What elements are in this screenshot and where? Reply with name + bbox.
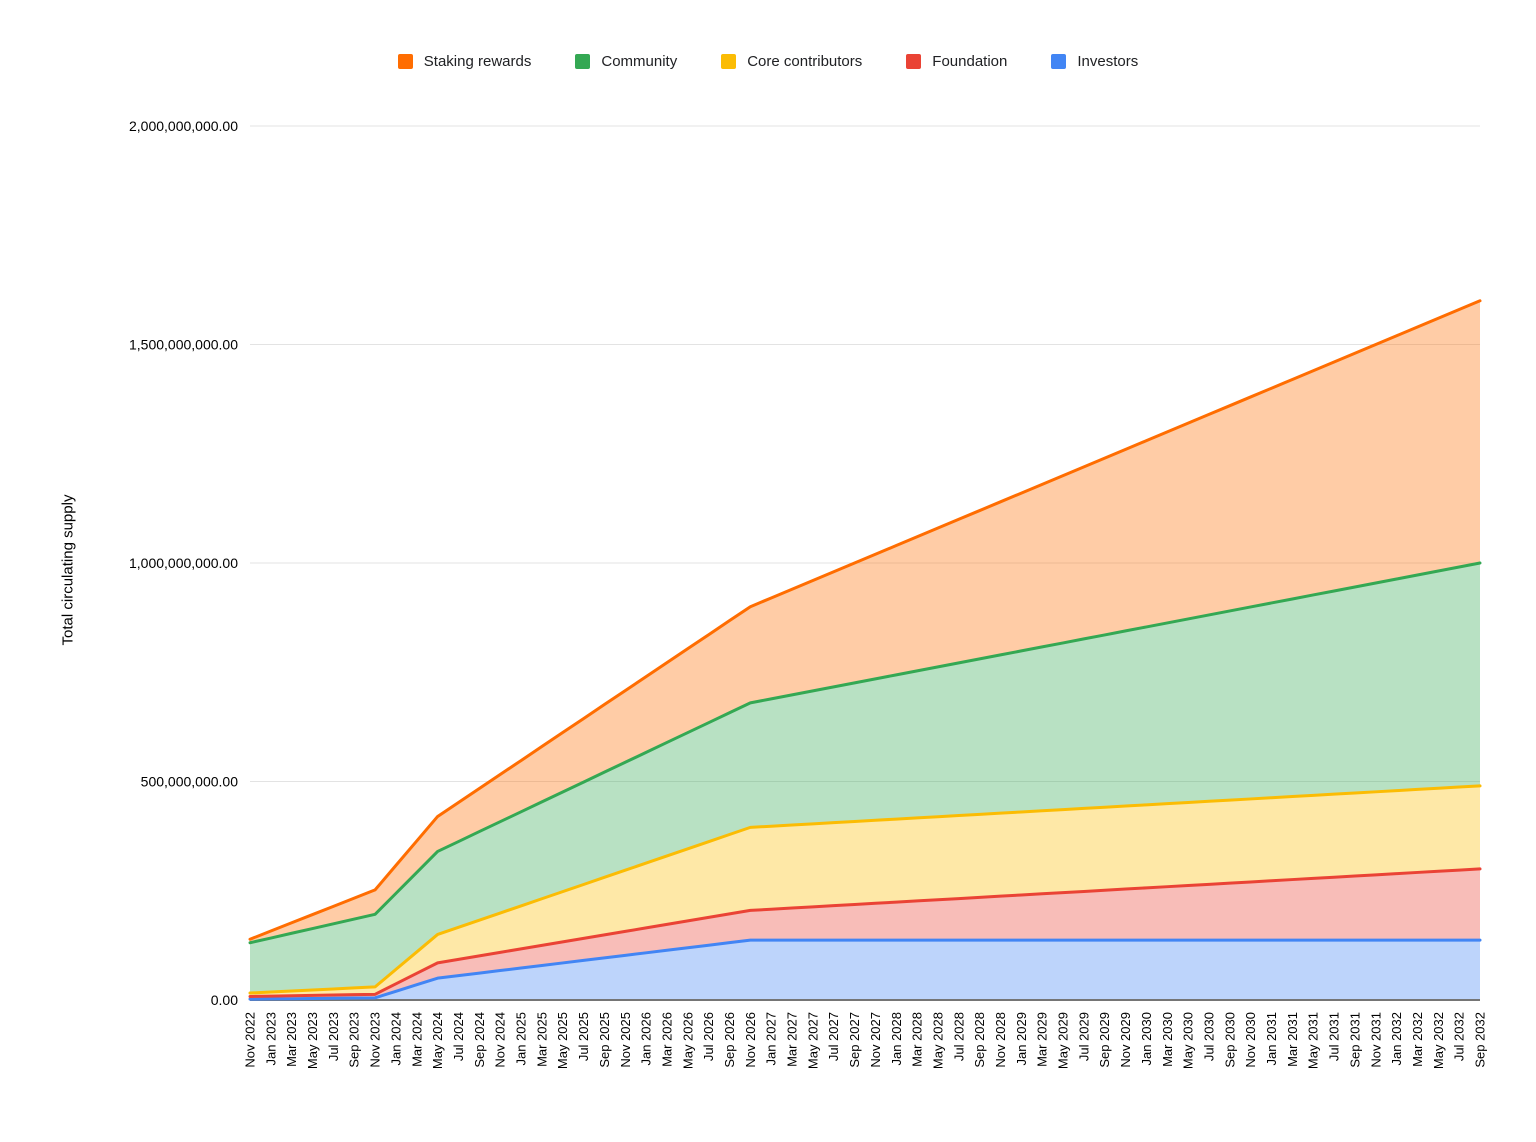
x-tick-label: May 2023 bbox=[305, 1012, 320, 1069]
legend-label-staking-rewards: Staking rewards bbox=[423, 53, 532, 70]
x-tick-label: Jan 2032 bbox=[1389, 1012, 1404, 1066]
series-line-community[interactable] bbox=[248, 561, 1482, 945]
x-tick-label: Jan 2027 bbox=[764, 1012, 779, 1066]
series-line-foundation[interactable] bbox=[248, 867, 1482, 999]
x-tick-label: Sep 2026 bbox=[722, 1012, 737, 1068]
legend-swatch-core-contributors-icon bbox=[721, 54, 737, 69]
x-tick-label: Jul 2023 bbox=[326, 1012, 341, 1061]
x-tick-label: Jan 2031 bbox=[1264, 1012, 1279, 1066]
x-tick-label: Mar 2028 bbox=[910, 1012, 925, 1067]
x-tick-label: May 2024 bbox=[430, 1012, 445, 1069]
legend-swatch-foundation-icon bbox=[906, 54, 922, 69]
x-tick-label: Nov 2025 bbox=[618, 1012, 633, 1068]
series-area-staking-rewards[interactable] bbox=[250, 300, 1480, 943]
x-tick-label: Jan 2029 bbox=[1014, 1012, 1029, 1066]
legend-item-staking-rewards[interactable]: Staking rewards bbox=[397, 53, 532, 70]
y-tick-label: 2,000,000,000.00 bbox=[129, 118, 238, 134]
x-tick-label: Sep 2028 bbox=[972, 1012, 987, 1068]
x-tick-label: Jan 2030 bbox=[1139, 1012, 1154, 1066]
x-tick-label: Sep 2027 bbox=[847, 1012, 862, 1068]
x-tick-label: Jul 2029 bbox=[1076, 1012, 1091, 1061]
x-tick-label: Jul 2030 bbox=[1201, 1012, 1216, 1061]
series-area-core-contributors[interactable] bbox=[250, 785, 1480, 997]
series-area-investors[interactable] bbox=[250, 940, 1480, 1000]
x-tick-label: Mar 2032 bbox=[1410, 1012, 1425, 1067]
series-line-investors[interactable] bbox=[248, 938, 1482, 1001]
legend-swatch-community-icon bbox=[575, 54, 591, 69]
x-tick-label: Nov 2028 bbox=[993, 1012, 1008, 1068]
x-tick-label: Mar 2024 bbox=[409, 1012, 424, 1067]
x-tick-label: Nov 2031 bbox=[1368, 1012, 1383, 1068]
legend-label-community: Community bbox=[601, 53, 678, 70]
x-tick-label: Sep 2025 bbox=[597, 1012, 612, 1068]
legend: Staking rewards Community Core contributor… bbox=[0, 54, 1536, 69]
x-tick-label: Mar 2023 bbox=[284, 1012, 299, 1067]
x-tick-label: May 2030 bbox=[1181, 1012, 1196, 1069]
legend-item-core-contributors[interactable]: Core contributors bbox=[721, 54, 862, 69]
legend-swatch-staking-rewards-icon bbox=[397, 54, 413, 69]
x-tick-label: Nov 2026 bbox=[743, 1012, 758, 1068]
y-tick-label: 0.00 bbox=[211, 992, 238, 1008]
y-tick-label: 1,000,000,000.00 bbox=[129, 555, 238, 571]
x-tick-label: Nov 2030 bbox=[1243, 1012, 1258, 1068]
x-tick-label: Sep 2030 bbox=[1222, 1012, 1237, 1068]
x-tick-label: Nov 2022 bbox=[243, 1012, 258, 1068]
legend-label-foundation: Foundation bbox=[932, 53, 1008, 70]
x-tick-label: Jul 2027 bbox=[826, 1012, 841, 1061]
x-tick-label: Mar 2026 bbox=[659, 1012, 674, 1067]
x-tick-label: Jan 2023 bbox=[263, 1012, 278, 1066]
x-tick-label: May 2029 bbox=[1056, 1012, 1071, 1069]
x-tick-label: Nov 2029 bbox=[1118, 1012, 1133, 1068]
x-tick-label: Jul 2025 bbox=[576, 1012, 591, 1061]
x-tick-label: Jul 2024 bbox=[451, 1012, 466, 1061]
x-tick-label: Jul 2032 bbox=[1452, 1012, 1467, 1061]
y-tick-label: 500,000,000.00 bbox=[141, 774, 239, 790]
y-tick-label: 1,500,000,000.00 bbox=[129, 337, 238, 353]
legend-item-investors[interactable]: Investors bbox=[1051, 54, 1138, 69]
x-tick-label: Mar 2025 bbox=[534, 1012, 549, 1067]
x-tick-label: Jul 2026 bbox=[701, 1012, 716, 1061]
x-tick-label: Mar 2031 bbox=[1285, 1012, 1300, 1067]
x-tick-label: Jul 2028 bbox=[951, 1012, 966, 1061]
series-line-staking-rewards[interactable] bbox=[248, 299, 1482, 941]
x-tick-label: Mar 2027 bbox=[785, 1012, 800, 1067]
x-tick-label: Mar 2030 bbox=[1160, 1012, 1175, 1067]
x-tick-label: May 2027 bbox=[805, 1012, 820, 1069]
legend-label-investors: Investors bbox=[1077, 53, 1139, 70]
x-tick-label: Mar 2029 bbox=[1035, 1012, 1050, 1067]
x-tick-label: May 2026 bbox=[680, 1012, 695, 1069]
x-tick-label: May 2025 bbox=[555, 1012, 570, 1069]
legend-label-core-contributors: Core contributors bbox=[747, 53, 863, 70]
x-tick-label: May 2032 bbox=[1431, 1012, 1446, 1069]
x-tick-label: Jan 2024 bbox=[388, 1012, 403, 1066]
x-tick-label: Sep 2024 bbox=[472, 1012, 487, 1068]
series-area-community[interactable] bbox=[250, 563, 1480, 994]
legend-item-community[interactable]: Community bbox=[575, 54, 677, 69]
x-tick-label: May 2028 bbox=[930, 1012, 945, 1069]
x-tick-label: Sep 2029 bbox=[1097, 1012, 1112, 1068]
x-tick-label: Jan 2025 bbox=[514, 1012, 529, 1066]
legend-swatch-investors-icon bbox=[1051, 54, 1067, 69]
x-tick-label: Nov 2027 bbox=[868, 1012, 883, 1068]
x-tick-label: May 2031 bbox=[1306, 1012, 1321, 1069]
x-tick-label: Sep 2032 bbox=[1473, 1012, 1488, 1068]
x-tick-label: Jul 2031 bbox=[1327, 1012, 1342, 1061]
x-tick-label: Sep 2031 bbox=[1347, 1012, 1362, 1068]
x-tick-label: Sep 2023 bbox=[347, 1012, 362, 1068]
x-tick-label: Jan 2026 bbox=[639, 1012, 654, 1066]
series-area-foundation[interactable] bbox=[250, 868, 1480, 1000]
legend-item-foundation[interactable]: Foundation bbox=[906, 54, 1007, 69]
series-line-core-contributors[interactable] bbox=[248, 784, 1482, 995]
x-tick-label: Jan 2028 bbox=[889, 1012, 904, 1066]
x-tick-label: Nov 2024 bbox=[493, 1012, 508, 1068]
x-tick-label: Nov 2023 bbox=[368, 1012, 383, 1068]
